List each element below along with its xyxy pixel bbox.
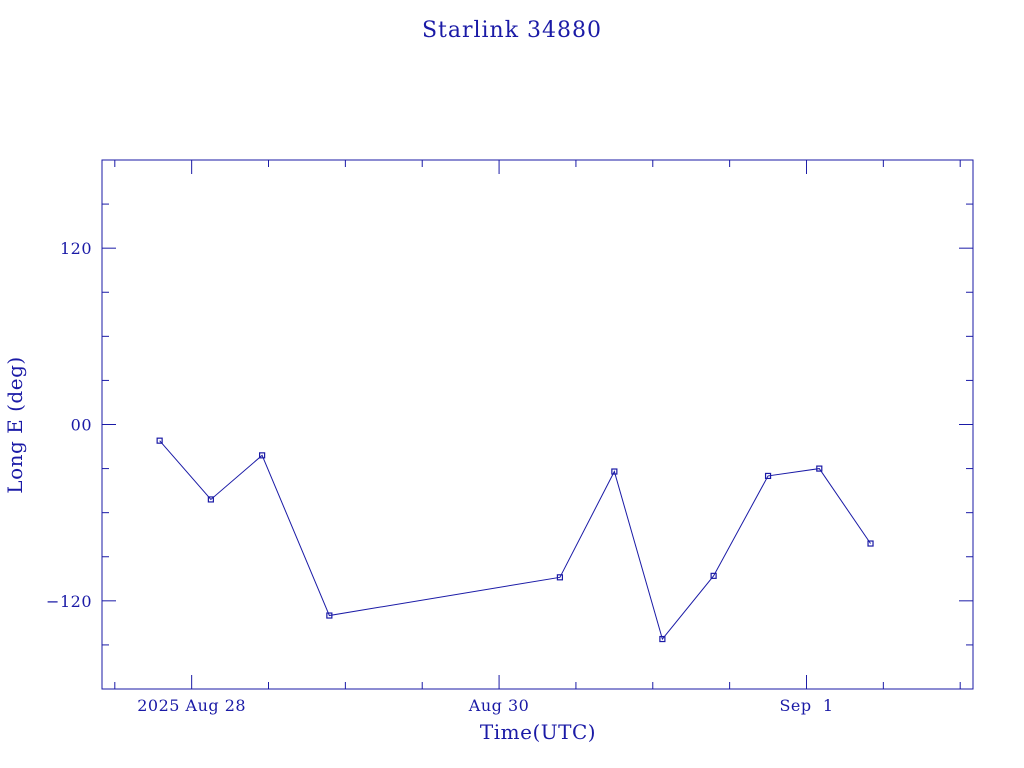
data-point <box>764 472 772 480</box>
data-point <box>326 612 333 619</box>
chart-title: Starlink 34880 <box>422 18 602 43</box>
data-point <box>867 540 874 547</box>
data-point <box>207 496 214 503</box>
y-axis-label: Long E (deg) <box>3 356 27 493</box>
data-points <box>156 437 874 643</box>
y-tick-labels: 120 00 −120 <box>46 239 92 611</box>
data-point <box>611 468 618 475</box>
data-point <box>710 572 717 579</box>
x-tick-label: 2025 Aug 28 <box>137 696 246 715</box>
plot-frame <box>101 159 974 690</box>
x-tick-label: Aug 30 <box>468 696 530 715</box>
x-axis-label: Time(UTC) <box>480 720 596 744</box>
y-tick-label: 120 <box>60 239 92 258</box>
series-line <box>159 440 871 641</box>
y-tick-label: 00 <box>71 416 92 435</box>
x-ticks <box>114 160 961 689</box>
data-point <box>659 635 666 643</box>
data-point <box>259 452 266 459</box>
data-point <box>156 437 163 444</box>
x-tick-label: Sep 1 <box>779 696 833 715</box>
x-tick-labels: 2025 Aug 28 Aug 30 Sep 1 <box>137 696 833 715</box>
y-ticks <box>102 203 973 646</box>
y-tick-label: −120 <box>46 592 92 611</box>
data-point <box>816 465 823 472</box>
data-point <box>556 574 564 581</box>
